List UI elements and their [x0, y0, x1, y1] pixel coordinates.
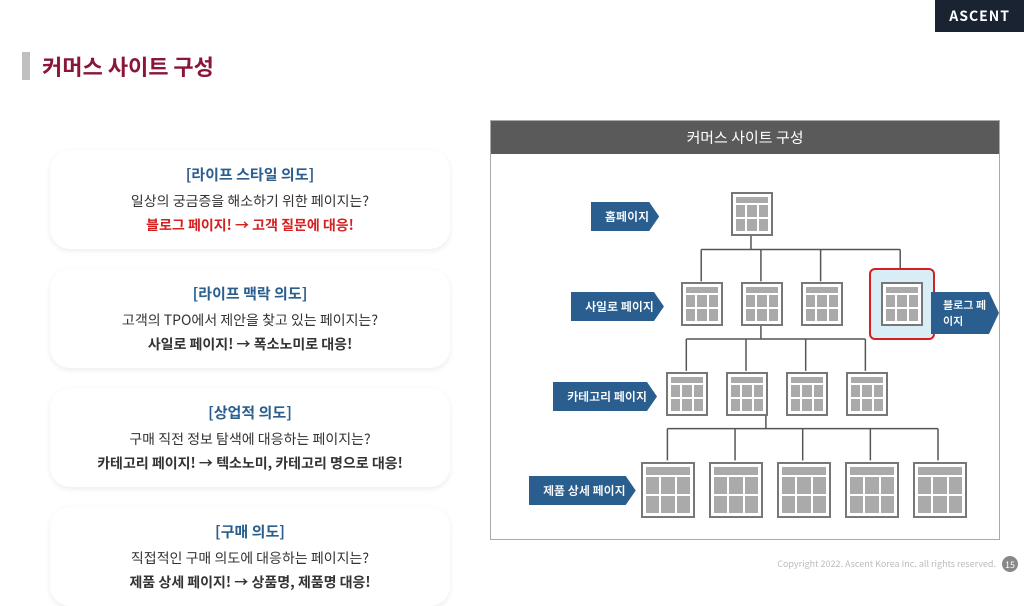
tree-container: 홈페이지사일로 페이지 블로그 페이지카테고리 페이지제품 상세 페이지: [491, 154, 999, 540]
card-question: 일상의 궁금증을 해소하기 위한 페이지는?: [70, 191, 430, 211]
card-answer: 카테고리 페이지! → 텍소노미, 카테고리 명으로 대응!: [70, 453, 430, 473]
card-heading: [구매 의도]: [70, 521, 430, 542]
page-icon: [731, 192, 773, 236]
page-icon: [741, 282, 783, 326]
site-structure-diagram: 커머스 사이트 구성 홈페이지사일로 페이지 블로그 페이지카테고리 페이지제품 …: [490, 120, 1000, 540]
copyright-text: Copyright 2022. Ascent Korea Inc. all ri…: [777, 557, 996, 570]
brand-logo: ASCENT: [935, 0, 1024, 32]
page-icon: [726, 372, 768, 416]
tree-level-label: 홈페이지: [591, 202, 659, 231]
page-icon: [881, 282, 923, 326]
card-answer: 제품 상세 페이지! → 상품명, 제품명 대응!: [70, 572, 430, 592]
page-icon: [641, 462, 695, 518]
title-accent: [22, 52, 30, 80]
tree-level-label: 제품 상세 페이지: [529, 476, 636, 505]
page-icon: [801, 282, 843, 326]
page-number: 15: [1002, 556, 1018, 572]
card-answer: 블로그 페이지! → 고객 질문에 대응!: [70, 215, 430, 235]
page-icon: [666, 372, 708, 416]
page-title-bar: 커머스 사이트 구성: [22, 50, 214, 82]
page-icon: [846, 372, 888, 416]
card-heading: [상업적 의도]: [70, 402, 430, 423]
intent-card: [라이프 스타일 의도] 일상의 궁금증을 해소하기 위한 페이지는? 블로그 페이…: [50, 150, 450, 249]
intent-card: [상업적 의도] 구매 직전 정보 탐색에 대응하는 페이지는? 카테고리 페이지!…: [50, 388, 450, 487]
tree-level-label: 사일로 페이지: [571, 292, 664, 321]
card-heading: [라이프 스타일 의도]: [70, 164, 430, 185]
intent-card: [구매 의도] 직접적인 구매 의도에 대응하는 페이지는? 제품 상세 페이지! …: [50, 507, 450, 606]
card-question: 고객의 TPO에서 제안을 찾고 있는 페이지는?: [70, 310, 430, 330]
page-icon: [786, 372, 828, 416]
page-icon: [845, 462, 899, 518]
page-icon: [913, 462, 967, 518]
tree-level-label-extra: 블로그 페이지: [931, 292, 999, 334]
diagram-header: 커머스 사이트 구성: [491, 121, 999, 154]
tree-level-label: 카테고리 페이지: [553, 382, 657, 411]
card-question: 구매 직전 정보 탐색에 대응하는 페이지는?: [70, 429, 430, 449]
page-icon: [777, 462, 831, 518]
page-icon: [709, 462, 763, 518]
page-title: 커머스 사이트 구성: [42, 50, 214, 82]
intent-card-list: [라이프 스타일 의도] 일상의 궁금증을 해소하기 위한 페이지는? 블로그 페이…: [50, 150, 450, 606]
card-answer: 사일로 페이지! → 폭소노미로 대응!: [70, 334, 430, 354]
card-heading: [라이프 맥락 의도]: [70, 283, 430, 304]
page-icon: [681, 282, 723, 326]
card-question: 직접적인 구매 의도에 대응하는 페이지는?: [70, 548, 430, 568]
intent-card: [라이프 맥락 의도] 고객의 TPO에서 제안을 찾고 있는 페이지는? 사일로 …: [50, 269, 450, 368]
